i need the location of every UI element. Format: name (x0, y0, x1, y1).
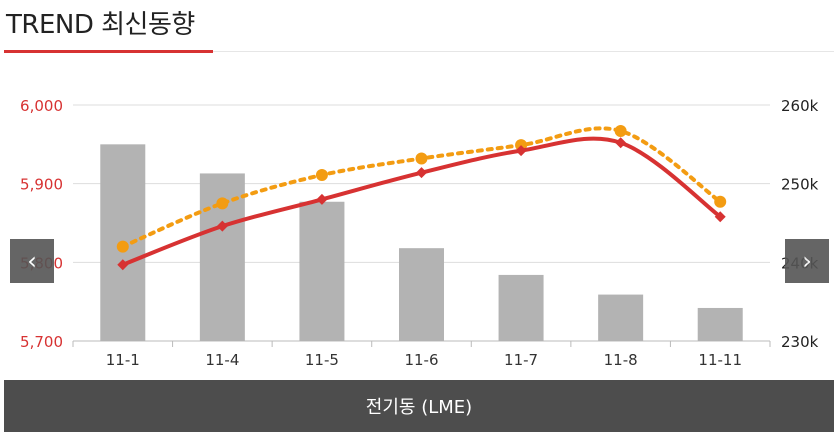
series-point (216, 220, 228, 232)
series-point (515, 145, 527, 157)
x-tick-label: 11-4 (205, 351, 239, 369)
y-right-tick-label: 250k (781, 176, 819, 194)
series-point (117, 259, 129, 271)
series-point (316, 193, 328, 205)
series-point (615, 137, 627, 149)
series-point (116, 240, 129, 253)
x-tick-label: 11-5 (305, 351, 339, 369)
series-point (315, 169, 328, 182)
y-right-tick-label: 260k (781, 97, 819, 115)
series-point (416, 167, 427, 179)
y-left-tick-label: 5,900 (20, 176, 63, 194)
header-divider (4, 51, 834, 52)
y-left-tick-label: 6,000 (20, 97, 63, 115)
bar (697, 307, 743, 341)
prev-arrow-button[interactable]: ‹ (10, 239, 54, 283)
series-point (614, 124, 627, 137)
commodity-label: 전기동 (LME) (365, 397, 473, 418)
chevron-right-icon: › (802, 247, 812, 275)
series-point (216, 197, 229, 210)
y-left-tick-label: 5,700 (20, 333, 63, 351)
commodity-label-bar[interactable]: 전기동 (LME) (4, 380, 834, 432)
x-tick-label: 11-6 (404, 351, 438, 369)
bar (498, 274, 544, 341)
next-arrow-button[interactable]: › (785, 239, 829, 283)
title-underline (4, 50, 213, 53)
series-point (714, 195, 727, 208)
x-tick-label: 11-8 (604, 351, 638, 369)
bar (399, 248, 444, 341)
y-right-tick-label: 230k (781, 333, 819, 351)
series-point (714, 211, 726, 223)
series-point (415, 152, 428, 165)
bar (598, 294, 644, 341)
x-tick-label: 11-1 (106, 351, 140, 369)
x-tick-label: 11-7 (504, 351, 538, 369)
x-tick-label: 11-11 (698, 351, 742, 369)
page-title: TREND 최신동향 (6, 10, 195, 40)
trend-chart: 5,7005,8005,9006,000230k240k250k260k11-1… (20, 97, 819, 369)
chevron-left-icon: ‹ (27, 247, 37, 275)
bar (299, 201, 345, 341)
